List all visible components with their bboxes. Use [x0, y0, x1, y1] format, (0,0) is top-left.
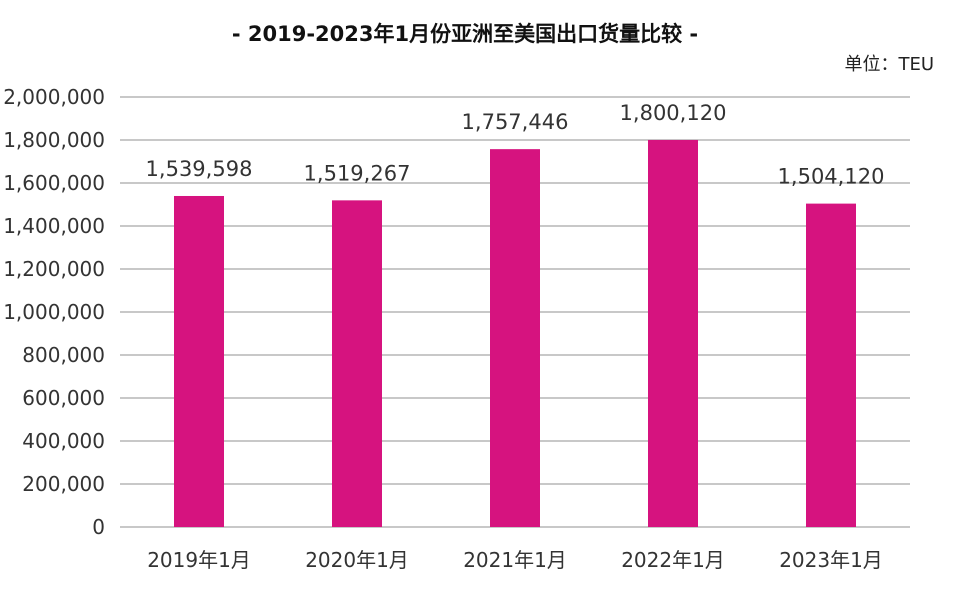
y-tick-label: 0	[92, 515, 105, 539]
data-labels: 1,539,598 1,519,267 1,757,446 1,800,120 1,50…	[146, 101, 885, 189]
data-label: 1,800,120	[620, 101, 727, 125]
y-tick-label: 1,400,000	[3, 214, 105, 238]
y-tick-label: 1,200,000	[3, 257, 105, 281]
bar	[332, 200, 382, 527]
x-category-label: 2021年1月	[463, 548, 567, 572]
bars	[174, 139, 856, 528]
unit-label: 单位：TEU	[844, 54, 934, 75]
data-label: 1,539,598	[146, 157, 253, 181]
y-tick-label: 800,000	[22, 343, 105, 367]
bar	[806, 203, 856, 527]
bar	[490, 149, 540, 527]
data-label: 1,519,267	[304, 161, 411, 185]
y-tick-label: 200,000	[22, 472, 105, 496]
y-tick-label: 1,000,000	[3, 300, 105, 324]
bar	[648, 139, 698, 528]
x-axis-category-labels: 2019年1月 2020年1月 2021年1月 2022年1月 2023年1月	[147, 548, 883, 572]
y-tick-label: 600,000	[22, 386, 105, 410]
x-category-label: 2019年1月	[147, 548, 251, 572]
y-tick-label: 1,600,000	[3, 171, 105, 195]
x-category-label: 2020年1月	[305, 548, 409, 572]
x-category-label: 2022年1月	[621, 548, 725, 572]
bar	[174, 195, 224, 527]
data-label: 1,504,120	[778, 165, 885, 189]
y-tick-label: 2,000,000	[3, 85, 105, 109]
y-axis-tick-labels: 0 200,000 400,000 600,000 800,000 1,000,000 1,…	[3, 85, 105, 539]
y-tick-label: 1,800,000	[3, 128, 105, 152]
x-category-label: 2023年1月	[779, 548, 883, 572]
chart-title: - 2019-2023年1月份亚洲至美国出口货量比较 -	[231, 22, 699, 46]
data-label: 1,757,446	[462, 110, 569, 134]
y-tick-label: 400,000	[22, 429, 105, 453]
